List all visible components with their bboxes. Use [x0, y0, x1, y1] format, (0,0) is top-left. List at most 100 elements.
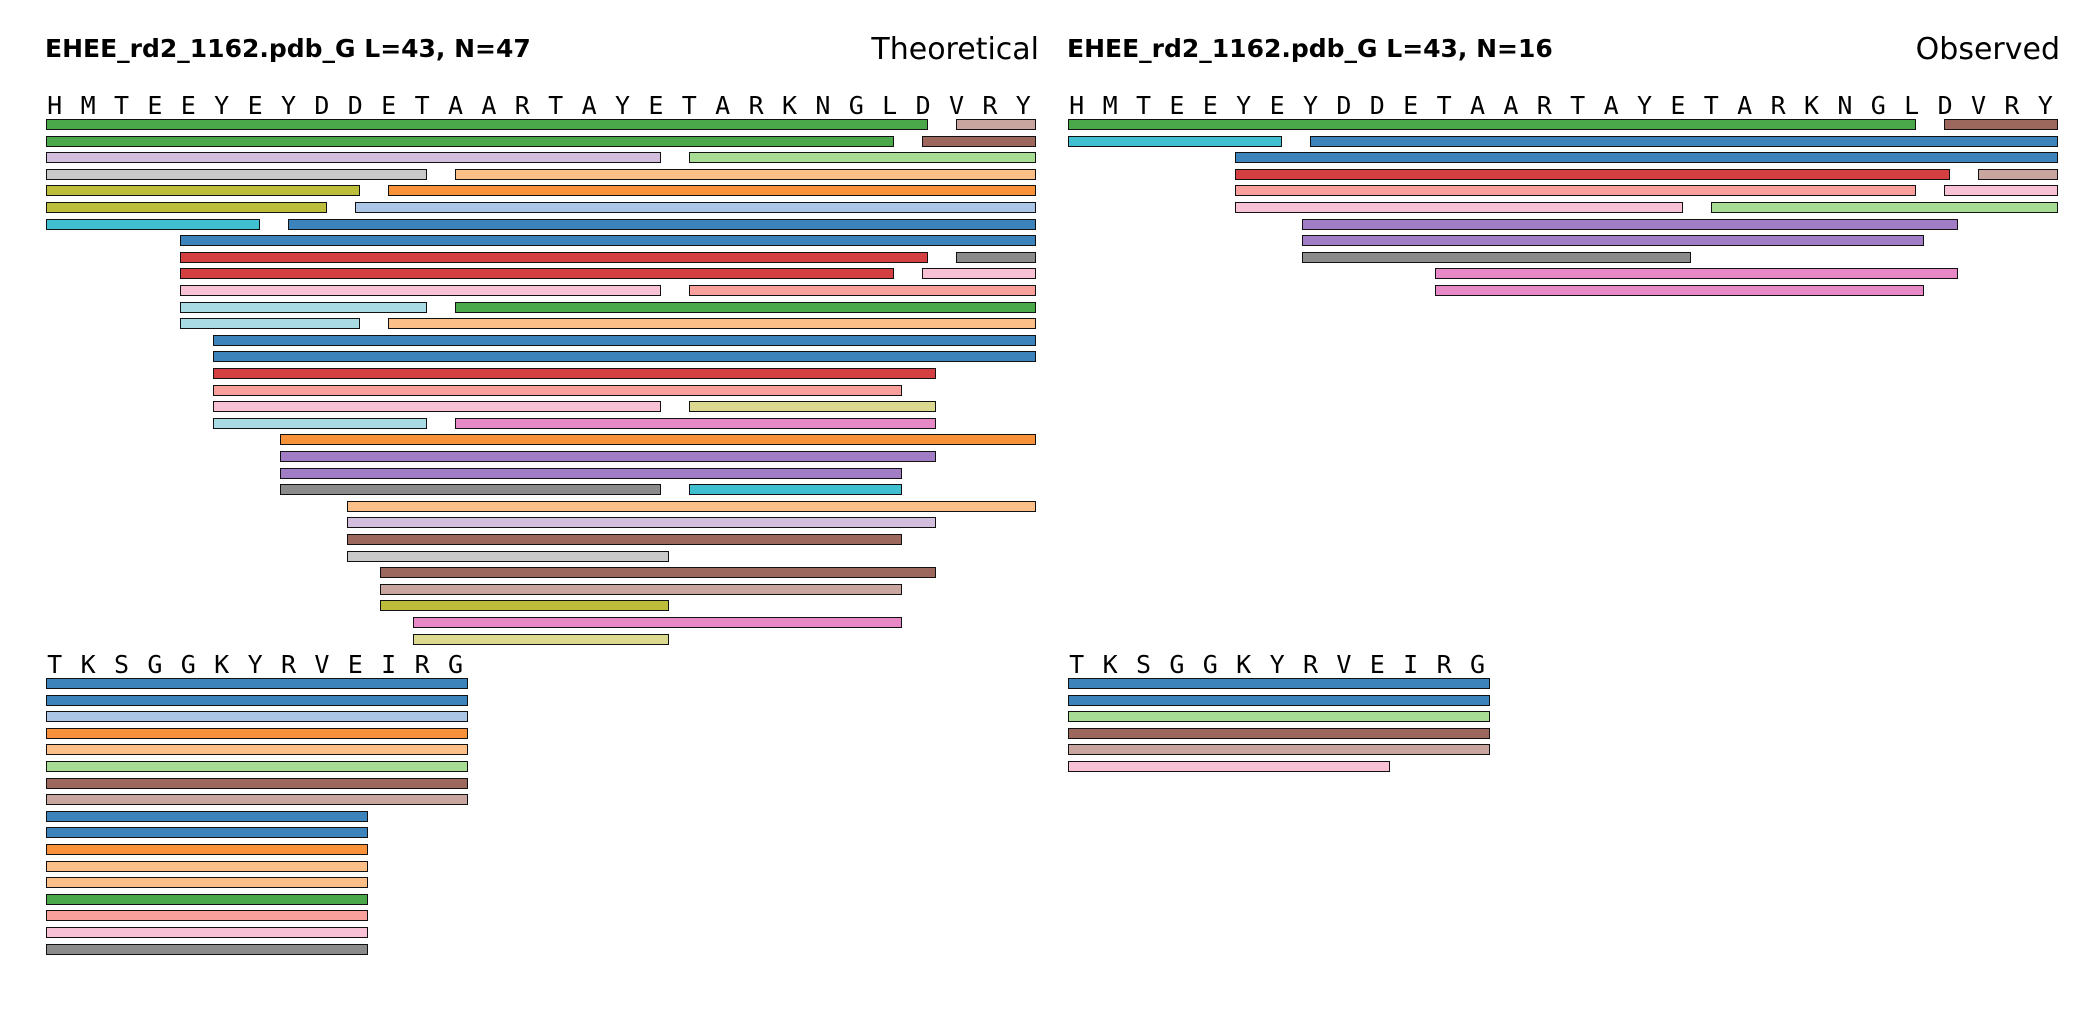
peptide-bar: [279, 434, 1036, 446]
residue-label: E: [1670, 91, 1686, 120]
peptide-bar: [213, 334, 1036, 346]
peptide-bar: [688, 152, 1036, 164]
residue-label: D: [1336, 91, 1352, 120]
peptide-bar: [1435, 285, 1925, 296]
residue-label: E: [648, 91, 664, 120]
residue-label: A: [1469, 91, 1486, 120]
residue-label: V: [314, 650, 330, 679]
residue-label: T: [1570, 91, 1586, 120]
peptide-bar: [688, 401, 936, 413]
residue-label: K: [214, 650, 230, 679]
peptide-bar: [46, 135, 895, 147]
residue-label: H: [47, 91, 63, 120]
residue-label: A: [1503, 91, 1519, 120]
residue-label: R: [1770, 91, 1786, 120]
residue-label: K: [781, 91, 798, 120]
peptide-bar: [46, 711, 469, 723]
residue-label: S: [113, 650, 130, 679]
peptide-bar: [213, 351, 1036, 363]
residue-label: G: [1469, 650, 1486, 679]
peptide-bar: [46, 202, 327, 213]
residue-label: M: [1102, 91, 1118, 120]
peptide-bar: [1235, 185, 1917, 197]
peptide-bar: [1235, 202, 1683, 213]
residue-label: A: [447, 91, 464, 120]
peptide-bar: [46, 777, 469, 789]
residue-label: T: [1703, 91, 1719, 120]
residue-label: Y: [247, 650, 263, 679]
residue-label: R: [1436, 650, 1452, 679]
theoretical-label: Theoretical: [871, 32, 1039, 67]
peptide-bar: [1301, 218, 1958, 230]
peptide-bar: [454, 168, 1036, 180]
residue-label: E: [1369, 650, 1385, 679]
peptide-bar: [46, 844, 368, 855]
peptide-bar: [1710, 202, 2058, 213]
residue-label: E: [147, 91, 163, 120]
peptide-bar: [922, 268, 1036, 280]
peptide-bar: [279, 451, 936, 462]
residue-label: Y: [1015, 91, 1031, 120]
residue-label: R: [414, 650, 430, 679]
peptide-bar: [179, 318, 360, 330]
peptide-bar: [1068, 119, 1917, 130]
peptide-bar: [1309, 135, 2058, 147]
peptide-bar: [279, 467, 903, 479]
peptide-bar: [213, 368, 936, 379]
peptide-bar: [46, 678, 469, 689]
residue-label: M: [80, 91, 96, 120]
peptide-bar: [46, 860, 368, 872]
peptide-bar: [955, 119, 1036, 130]
peptide-bar: [46, 810, 368, 822]
residue-label: E: [1269, 91, 1285, 120]
residue-label: A: [1603, 91, 1619, 120]
peptide-bar: [413, 633, 669, 645]
peptide-bar: [1068, 761, 1390, 772]
peptide-bar: [380, 567, 936, 579]
peptide-bar: [46, 877, 368, 889]
residue-label: Y: [280, 91, 297, 120]
peptide-bar: [688, 285, 1036, 296]
residue-label: A: [481, 91, 497, 120]
peptide-bar: [46, 927, 368, 938]
residue-label: E: [1169, 91, 1185, 120]
residue-label: D: [1937, 91, 1953, 120]
peptide-bar: [1068, 727, 1491, 739]
residue-label: V: [1970, 91, 1987, 120]
residue-label: E: [180, 91, 196, 120]
residue-label: R: [982, 91, 998, 120]
residue-label: R: [280, 650, 297, 679]
residue-label: T: [1135, 91, 1152, 120]
residue-label: G: [180, 650, 196, 679]
residue-label: E: [247, 91, 263, 120]
residue-label: A: [581, 91, 597, 120]
residue-label: E: [1403, 91, 1419, 120]
residue-label: S: [1135, 650, 1152, 679]
peptide-bar: [46, 694, 469, 706]
peptide-bar: [46, 943, 368, 955]
peptide-bar: [388, 318, 1036, 330]
peptide-bar: [1068, 694, 1491, 706]
peptide-bar: [179, 268, 895, 280]
residue-label: K: [80, 650, 96, 679]
peptide-bar: [279, 484, 661, 496]
peptide-bar: [1301, 235, 1925, 247]
residue-label: T: [414, 91, 430, 120]
residue-label: Y: [1302, 91, 1319, 120]
peptide-bar: [179, 285, 661, 296]
peptide-bar: [922, 135, 1036, 147]
residue-label: D: [314, 91, 330, 120]
peptide-bar: [287, 218, 1036, 230]
peptide-bar: [46, 168, 427, 180]
residue-label: L: [882, 91, 898, 120]
residue-label: A: [1737, 91, 1753, 120]
peptide-bar: [213, 384, 903, 396]
residue-label: Y: [2037, 91, 2053, 120]
residue-label: I: [381, 650, 397, 679]
residue-label: E: [1202, 91, 1218, 120]
peptide-bar: [46, 744, 469, 756]
peptide-bar: [46, 185, 360, 197]
residue-label: Y: [1236, 91, 1252, 120]
residue-label: E: [347, 650, 363, 679]
residue-label: N: [1837, 91, 1853, 120]
